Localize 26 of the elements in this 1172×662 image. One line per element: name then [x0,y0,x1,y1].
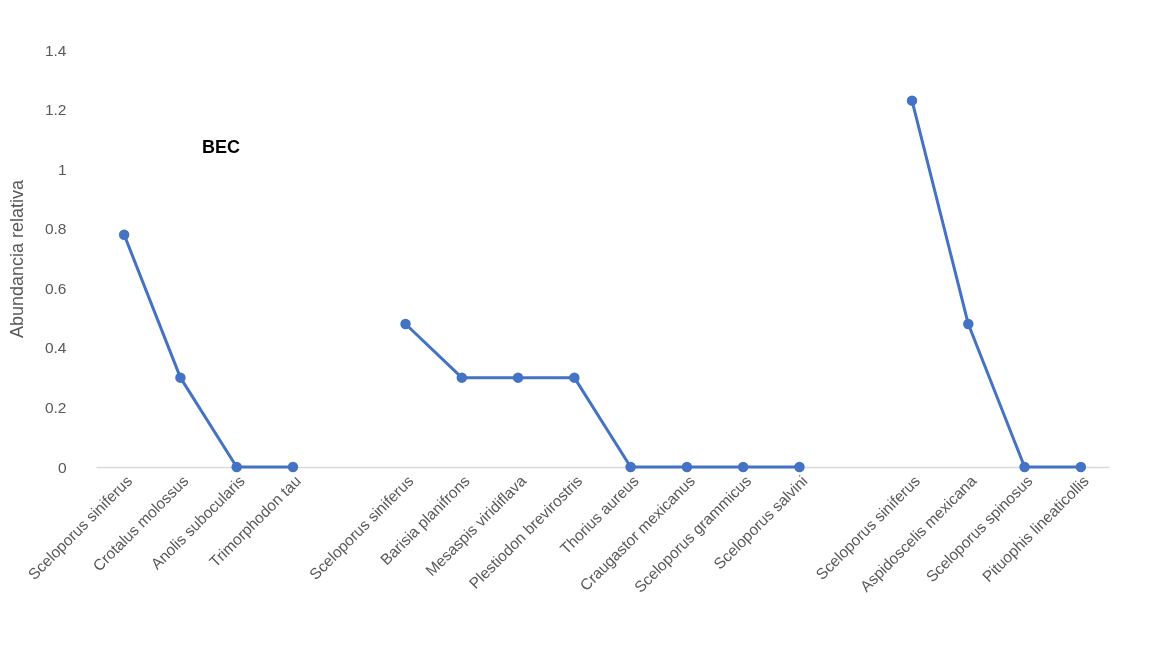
point [794,461,805,473]
point [175,372,186,383]
y-tick-label: 0.4 [44,339,67,357]
point [737,461,749,473]
y-tick-label: 0 [57,458,67,476]
annotation: BEC [201,137,241,157]
y-tick-label: 0.6 [44,279,67,297]
point [906,95,918,106]
point [512,372,524,383]
point [456,372,468,383]
y-tick-label: 1 [57,160,67,178]
point [287,461,299,473]
point [681,461,693,473]
point [1075,461,1087,473]
point [625,461,636,473]
y-tick-label: 0.2 [44,398,67,416]
point [1019,461,1030,473]
point [569,372,580,383]
y-tick-label: 1.2 [44,101,67,119]
point [963,318,974,330]
y-axis-title: Abundancia relativa [6,178,27,339]
y-tick-label: 1.4 [44,41,67,59]
point [118,229,130,240]
point [400,318,411,330]
point [231,461,242,473]
y-tick-label: 0.8 [44,220,67,238]
